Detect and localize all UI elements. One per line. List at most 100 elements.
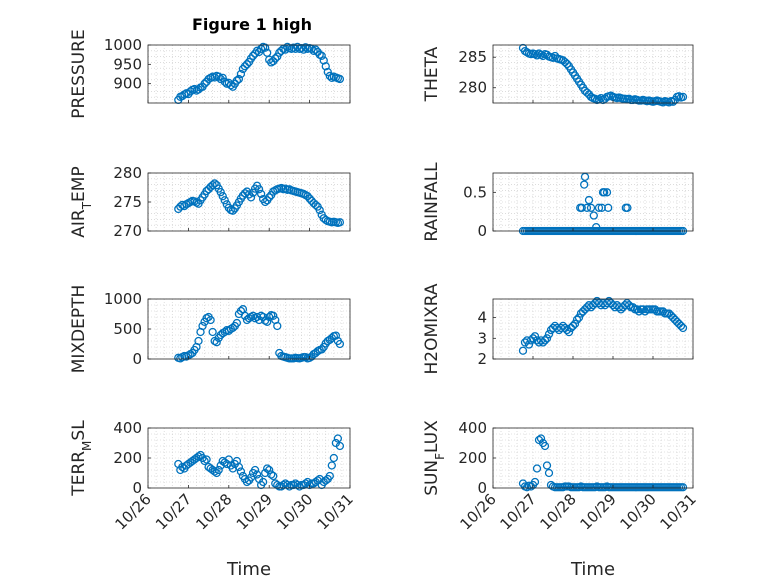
y-tick-label: 4 [477,309,487,327]
y-tick-label: 2 [477,350,487,368]
data-point [678,483,688,492]
data-point [271,54,280,63]
data-point [532,464,542,473]
y-tick-label: 0 [132,350,142,368]
data-point [544,330,554,339]
data-point [524,340,534,349]
axes-box [492,172,694,232]
data-point [638,305,648,314]
x-axis-label: Time [570,559,615,580]
figure-title: Figure 1 high [192,15,312,34]
data-point [678,92,688,102]
data-point [568,321,578,331]
data-point [256,189,266,199]
y-tick-label: 200 [113,449,142,467]
data-point [303,192,312,201]
x-tick-label: 10/29 [577,490,620,533]
data-point [206,315,215,325]
y-tick-label: 280 [113,164,142,182]
data-point [528,334,538,343]
data-point [248,311,258,320]
subplot-theta: 280 285 THETA [422,43,694,107]
data-point [220,196,229,205]
data-point [335,339,345,349]
x-tick-label: 10/31 [314,490,357,533]
data-point [589,211,598,220]
data-point [333,434,343,443]
data-point [678,323,688,333]
data-point [331,331,341,340]
y-tick-label: 3 [477,329,487,347]
data-point [202,455,211,464]
data-point [234,462,244,472]
data-point [258,477,268,487]
data-point [335,74,345,84]
data-point [327,461,336,470]
data-point [236,69,246,79]
data-point [273,321,282,331]
subplot-sun-flux: 020040010/2610/2710/2810/2910/3010/31Tim… [422,419,700,580]
data-point [222,459,231,469]
data-point [248,51,258,60]
data-point [548,53,558,62]
data-point [542,461,552,470]
data-point [604,203,613,212]
y-axis-label: AIRTEMP [69,166,94,237]
data-point [240,189,250,198]
data-point [305,194,314,203]
data-point [269,471,278,481]
data-point [242,477,252,487]
y-axis-label: MIXDEPTH [69,285,89,374]
data-point [194,452,203,461]
x-tick-label: 10/27 [152,490,195,533]
data-point [572,315,582,324]
x-tick-label: 10/29 [233,490,276,533]
data-point [200,79,209,88]
data-point [542,334,552,343]
data-point [273,480,282,490]
data-point [564,327,574,337]
subplot-air-temp: 270 275 280 AIRTEMP [69,164,351,240]
axes-box [492,298,694,360]
data-point [210,467,219,476]
data-point [335,218,345,227]
y-tick-label: 285 [458,48,487,66]
subplot-rainfall: 0 0.5 RAINFALL [422,162,694,242]
data-point [544,468,554,478]
data-point [232,76,242,85]
data-point [228,206,237,215]
data-point [212,338,221,347]
data-point [676,321,686,331]
data-point [218,192,227,201]
data-point [632,305,642,314]
data-point [594,203,604,212]
data-point [540,336,550,345]
data-point [301,479,310,488]
data-point [283,480,292,490]
data-point [186,87,195,96]
data-point [240,311,250,320]
data-point [586,203,596,212]
data-point [325,471,334,481]
data-point [252,470,262,479]
data-point [530,332,540,341]
subplot-mixdepth: 0 500 1000 MIXDEPTH [69,285,351,374]
data-point [263,464,272,473]
data-point [570,319,580,328]
y-axis-label: SUNFLUX [422,420,447,496]
x-tick-label: 10/31 [657,490,700,533]
data-point [580,180,589,189]
data-point [562,325,572,335]
data-point [226,81,235,90]
x-tick-label: 10/27 [497,490,540,533]
y-tick-label: 900 [113,75,142,93]
data-point [596,93,606,103]
y-axis-label: THETA [422,46,442,102]
data-point [624,301,634,310]
data-point [598,188,608,197]
data-point [263,317,272,326]
x-axis-label: Time [226,559,271,580]
y-axis-label: H2OMIXRA [422,283,442,374]
data-point [634,307,644,316]
